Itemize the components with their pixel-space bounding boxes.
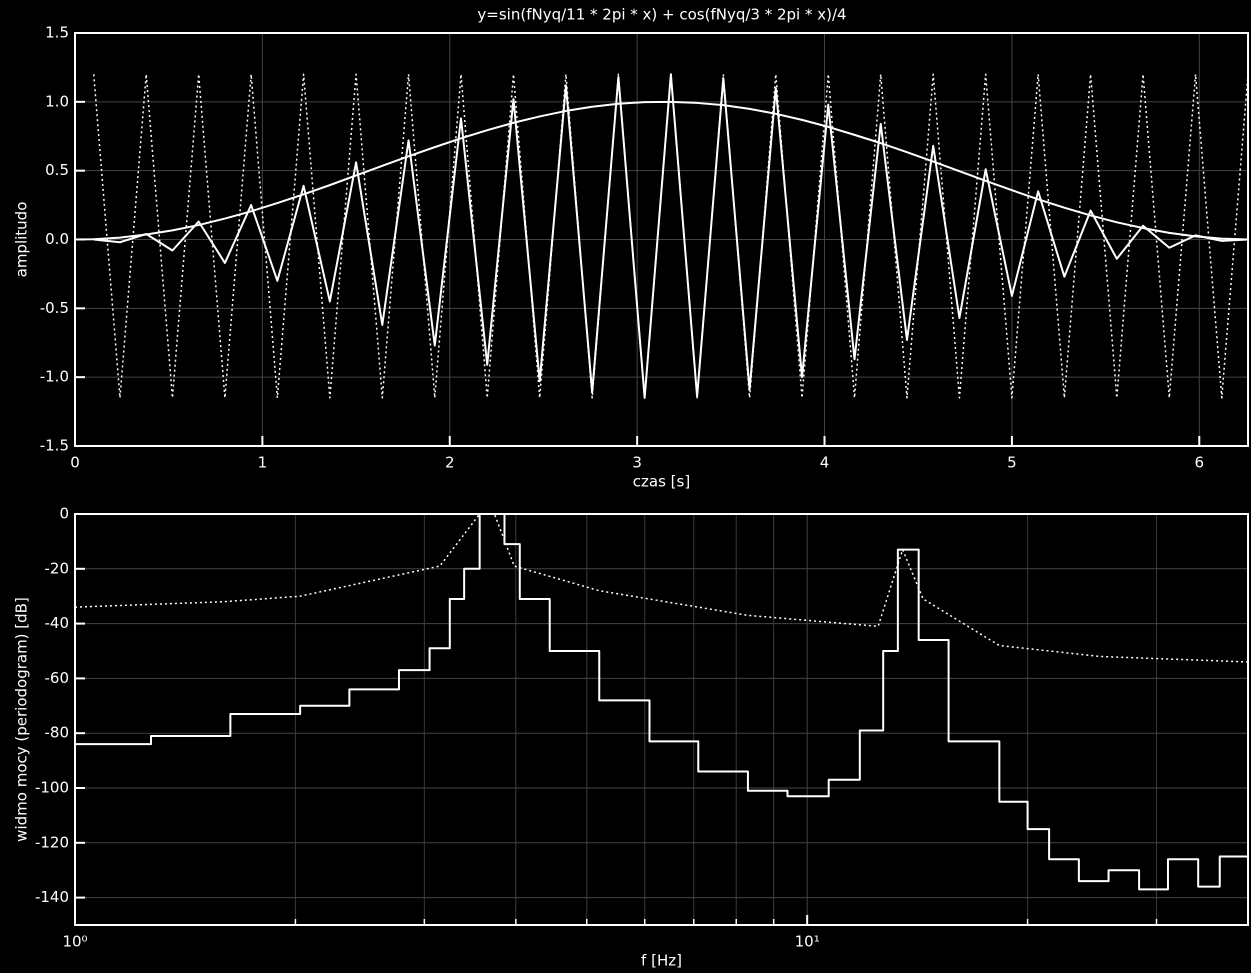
y-tick-label: -20 <box>45 559 70 577</box>
x-tick-label: 10¹ <box>795 933 820 951</box>
y-tick-label: -1.0 <box>40 368 69 386</box>
x-tick-label: 2 <box>445 454 455 472</box>
x-tick-label: 4 <box>820 454 830 472</box>
y-tick-label: -100 <box>35 779 69 797</box>
y-tick-label: -120 <box>35 833 69 851</box>
y-tick-label: 0.5 <box>45 161 69 179</box>
x-tick-label: 6 <box>1195 454 1205 472</box>
y-tick-label: -40 <box>45 614 70 632</box>
y-tick-label: -0.5 <box>40 299 69 317</box>
y-tick-label: -140 <box>35 888 69 906</box>
y-tick-label: -1.5 <box>40 437 69 455</box>
x-tick-label: 0 <box>70 454 80 472</box>
x-tick-label: 10⁰ <box>62 933 87 951</box>
background <box>0 0 1251 973</box>
y-axis-label: widmo mocy (periodogram) [dB] <box>13 597 31 842</box>
y-tick-label: -60 <box>45 669 70 687</box>
chart-title: y=sin(fNyq/11 * 2pi * x) + cos(fNyq/3 * … <box>477 6 846 24</box>
y-tick-label: 0.0 <box>45 230 69 248</box>
y-tick-label: 1.0 <box>45 92 69 110</box>
x-axis-label: czas [s] <box>633 473 690 491</box>
y-tick-label: 0 <box>59 505 69 523</box>
y-tick-label: 1.5 <box>45 24 69 42</box>
x-tick-label: 5 <box>1007 454 1017 472</box>
chart: y=sin(fNyq/11 * 2pi * x) + cos(fNyq/3 * … <box>0 0 1251 973</box>
page: y=sin(fNyq/11 * 2pi * x) + cos(fNyq/3 * … <box>0 0 1251 973</box>
y-tick-label: -80 <box>45 724 70 742</box>
x-tick-label: 3 <box>632 454 642 472</box>
y-axis-label: amplitudo <box>13 202 31 278</box>
x-tick-label: 1 <box>258 454 268 472</box>
x-axis-label: f [Hz] <box>641 952 682 970</box>
